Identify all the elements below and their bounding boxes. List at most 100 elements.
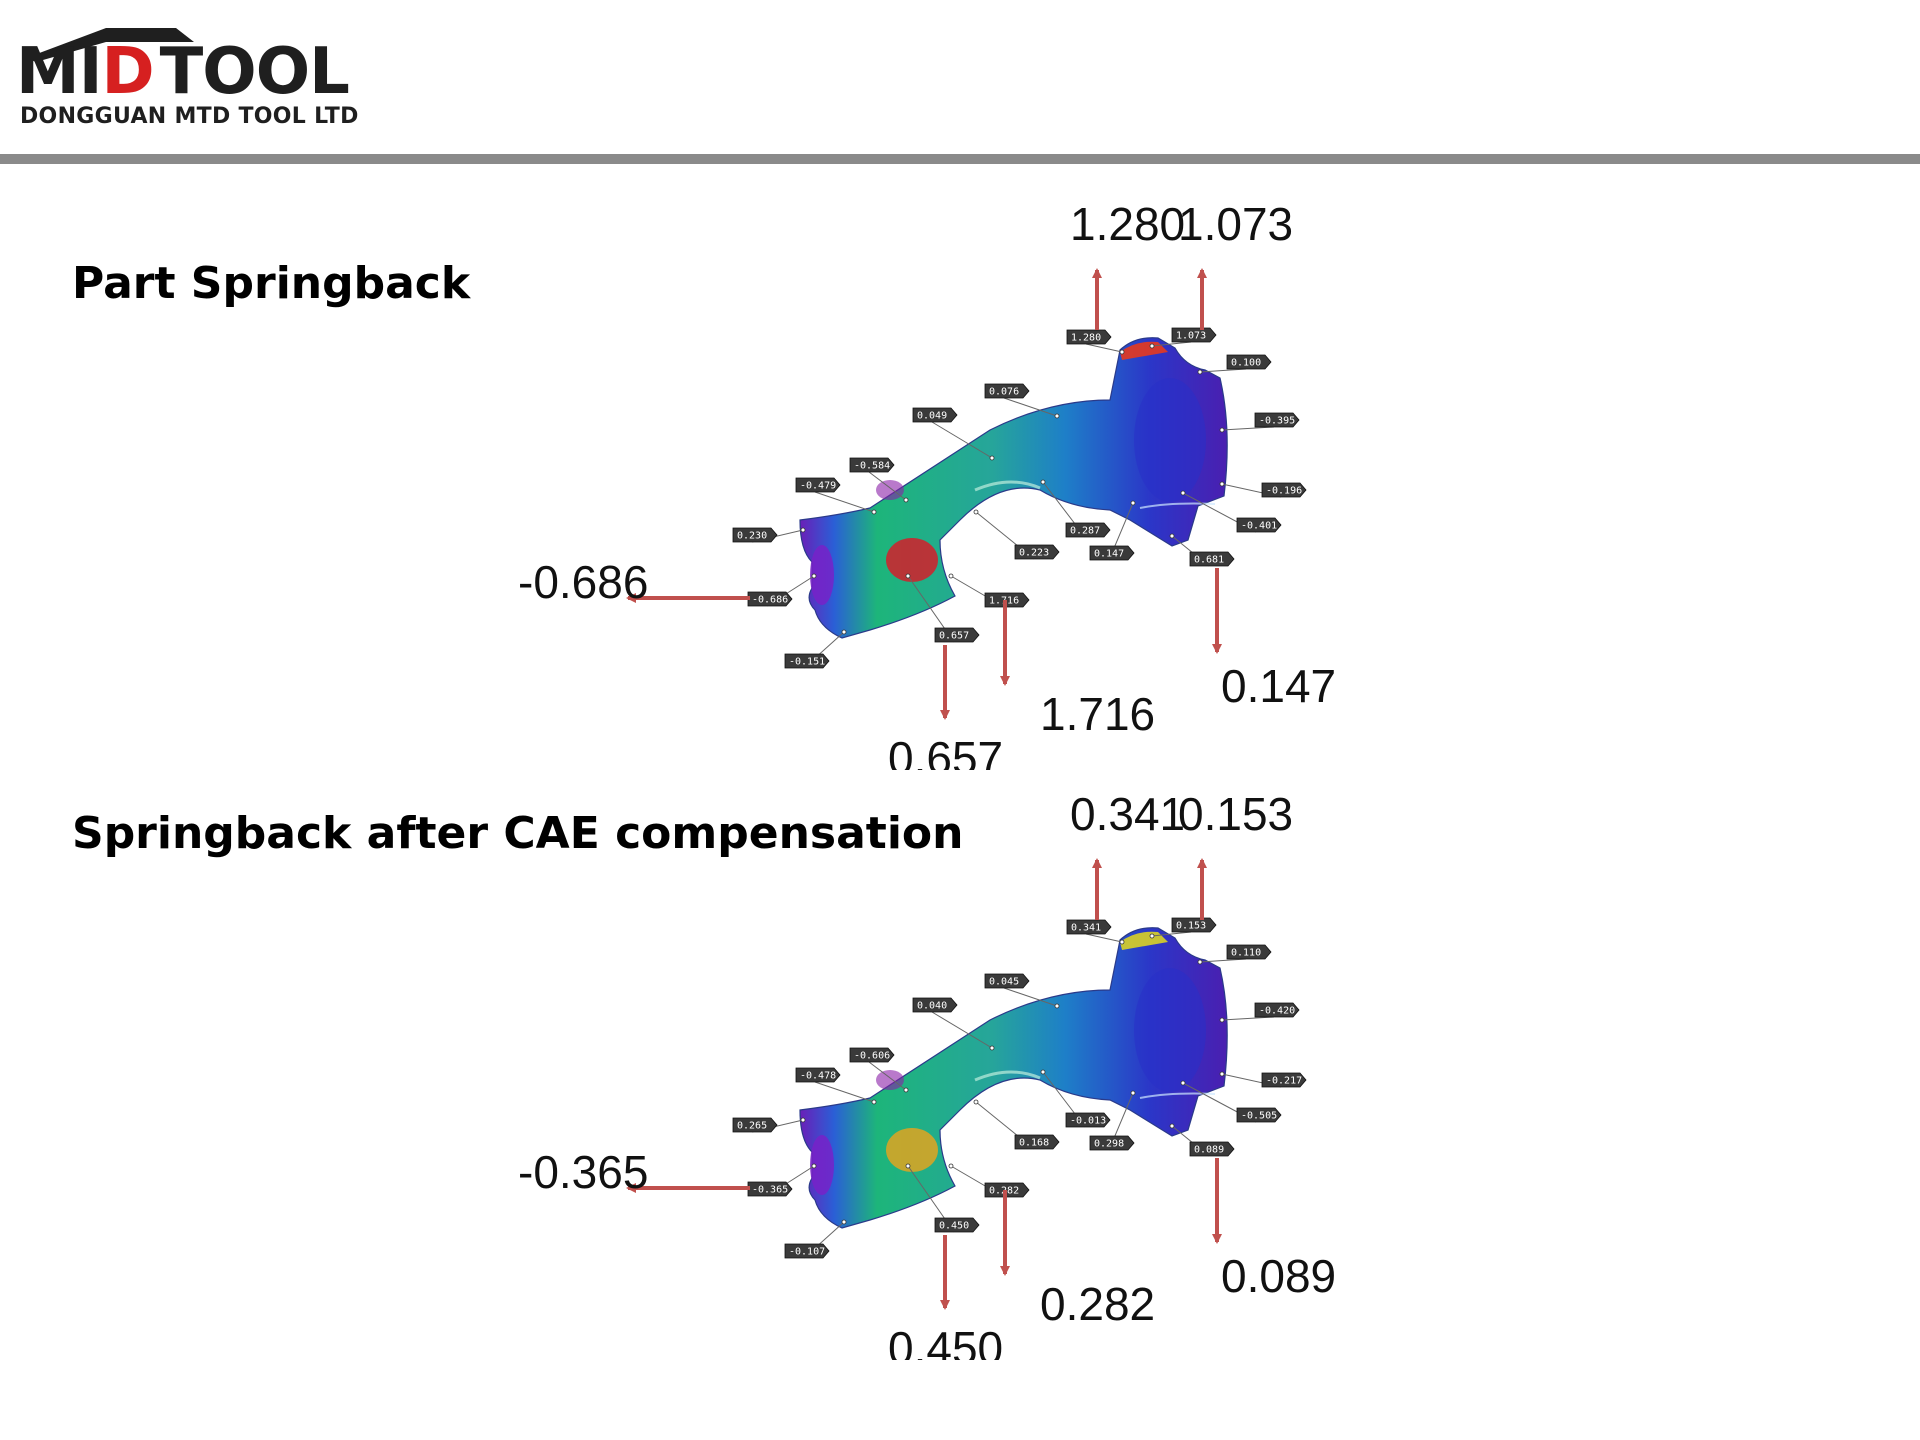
measurement-tag: 0.450 (905, 1163, 980, 1233)
measurement-tag-value: 0.223 (1019, 548, 1049, 559)
springback-callout: 0.657 (888, 645, 1003, 770)
springback-callout: 1.716 (1000, 600, 1155, 740)
springback-callout: 0.282 (1000, 1190, 1155, 1330)
measurement-tag-value: 0.153 (1176, 921, 1206, 932)
measurement-tag: 0.089 (1169, 1123, 1235, 1157)
measurement-tag-value: -0.420 (1259, 1006, 1295, 1017)
measurement-tag-value: -0.584 (854, 461, 890, 472)
callout-value: 0.450 (888, 1322, 1003, 1360)
measurement-tag: 0.040 (912, 997, 995, 1051)
springback-diagram: 0.341 0.1530.1100.045-0.4200.040-0.606-0.… (518, 788, 1336, 1360)
callout-value: 0.282 (1040, 1278, 1155, 1330)
measurement-tag-value: 0.341 (1071, 923, 1101, 934)
measurement-tag-value: 0.045 (989, 977, 1019, 988)
logo-tool: TOOL (159, 35, 350, 109)
measurement-tag-value: -0.505 (1241, 1111, 1277, 1122)
measurement-tag: -0.584 (849, 457, 909, 503)
measurement-tag: 0.282 (948, 1163, 1030, 1198)
springback-callout: 0.341 (1070, 788, 1185, 920)
callout-value: -0.365 (518, 1146, 648, 1198)
company-logo: MIDTOOL DONGGUAN MTD TOOL LTD (16, 18, 396, 138)
measurement-tag-value: 0.287 (1070, 526, 1100, 537)
measurement-tag-value: -0.013 (1070, 1116, 1106, 1127)
measurement-tag-value: -0.479 (800, 481, 836, 492)
measurement-tag: 0.110 (1197, 944, 1272, 965)
measurement-tag: 0.681 (1169, 533, 1235, 567)
measurement-tag: 0.223 (973, 509, 1060, 560)
measurement-tag: -0.196 (1219, 481, 1307, 498)
measurement-tag: 0.076 (984, 383, 1060, 419)
logo-letter-i: I (78, 35, 103, 109)
measurement-tag: 0.657 (905, 573, 980, 643)
measurement-tag-value: -0.365 (752, 1185, 788, 1196)
logo-roof-icon (26, 28, 194, 62)
measurement-tag: -0.479 (795, 477, 877, 515)
measurement-tag-value: 0.076 (989, 387, 1019, 398)
measurement-tag: -0.478 (795, 1067, 877, 1105)
measurement-tag-value: 0.100 (1231, 358, 1261, 369)
callout-value: 1.280 (1070, 198, 1185, 250)
measurement-tag: 0.153 (1149, 917, 1217, 939)
measurement-tag-value: 1.073 (1176, 331, 1206, 342)
measurement-tag: 0.049 (912, 407, 995, 461)
measurement-tag: 1.280 (1066, 329, 1125, 355)
measurement-tag: 1.716 (948, 573, 1030, 608)
measurement-tag: -0.151 (784, 629, 847, 669)
measurement-tag-value: 0.110 (1231, 948, 1261, 959)
measurement-tag: 0.168 (973, 1099, 1060, 1150)
measurement-tag: 0.100 (1197, 354, 1272, 375)
measurement-tag-value: 0.298 (1094, 1139, 1124, 1150)
measurement-tag: -0.395 (1219, 412, 1300, 433)
header-divider (0, 154, 1920, 164)
measurement-tag-value: 0.168 (1019, 1138, 1049, 1149)
measurement-tag: 0.230 (732, 527, 806, 543)
measurement-tag: 1.073 (1149, 327, 1217, 349)
logo-wordmark: MIDTOOL (16, 40, 350, 104)
springback-callout: 0.147 (1212, 568, 1336, 712)
springback-callout: 0.089 (1212, 1158, 1336, 1302)
measurement-tag-value: 0.450 (939, 1221, 969, 1232)
measurement-tag-value: -0.401 (1241, 521, 1277, 532)
section-title-after-compensation: Springback after CAE compensation (72, 808, 964, 859)
springback-callout: 0.450 (888, 1235, 1003, 1360)
measurement-tag: -0.401 (1180, 490, 1282, 533)
logo-letter-m: M (16, 35, 80, 109)
measurement-tag: 0.045 (984, 973, 1060, 1009)
springback-callout: 1.280 (1070, 198, 1185, 330)
measurement-tag: 0.265 (732, 1117, 806, 1133)
springback-panel-after: 0.341 0.153 0.110 0.045 -0.420 0.040 -0.606 -0.… (0, 780, 1920, 1360)
measurement-tag: -0.107 (784, 1219, 847, 1259)
measurement-tag: -0.686 (747, 573, 817, 607)
measurement-tag: -0.420 (1219, 1002, 1300, 1023)
measurement-tag-value: -0.478 (800, 1071, 836, 1082)
measurement-tag: -0.505 (1180, 1080, 1282, 1123)
measurement-tag: -0.606 (849, 1047, 909, 1093)
callout-value: 0.089 (1221, 1250, 1336, 1302)
callout-value: 0.341 (1070, 788, 1185, 840)
measurement-tag-value: -0.606 (854, 1051, 890, 1062)
measurement-tag-value: 0.089 (1194, 1145, 1224, 1156)
measurement-tag: 0.287 (1040, 479, 1111, 538)
measurement-tag: -0.013 (1040, 1069, 1111, 1128)
logo-company-name: DONGGUAN MTD TOOL LTD (20, 104, 359, 129)
springback-panel-before: 1.280 1.073 0.100 0.076 -0.395 0.049 -0.584 -0.… (0, 190, 1920, 770)
measurement-tag-value: -0.196 (1266, 486, 1302, 497)
measurement-tag-value: -0.395 (1259, 416, 1295, 427)
measurement-tag: -0.365 (747, 1163, 817, 1197)
callout-value: 1.073 (1178, 198, 1293, 250)
callout-value: 0.153 (1178, 788, 1293, 840)
measurement-tag-value: -0.686 (752, 595, 788, 606)
callout-value: 0.657 (888, 732, 1003, 770)
callout-value: 1.716 (1040, 688, 1155, 740)
measurement-tag-value: 0.681 (1194, 555, 1224, 566)
springback-callout: -0.365 (518, 1146, 750, 1198)
measurement-tag-value: 0.657 (939, 631, 969, 642)
measurement-tag-value: 0.049 (917, 411, 947, 422)
callout-value: 0.147 (1221, 660, 1336, 712)
measurement-tag: 0.298 (1089, 1090, 1136, 1151)
measurement-tag-value: 0.265 (737, 1121, 767, 1132)
callout-value: -0.686 (518, 556, 648, 608)
measurement-tag-value: -0.107 (789, 1247, 825, 1258)
springback-callout: 0.153 (1178, 788, 1293, 920)
section-title-part-springback: Part Springback (72, 258, 471, 309)
